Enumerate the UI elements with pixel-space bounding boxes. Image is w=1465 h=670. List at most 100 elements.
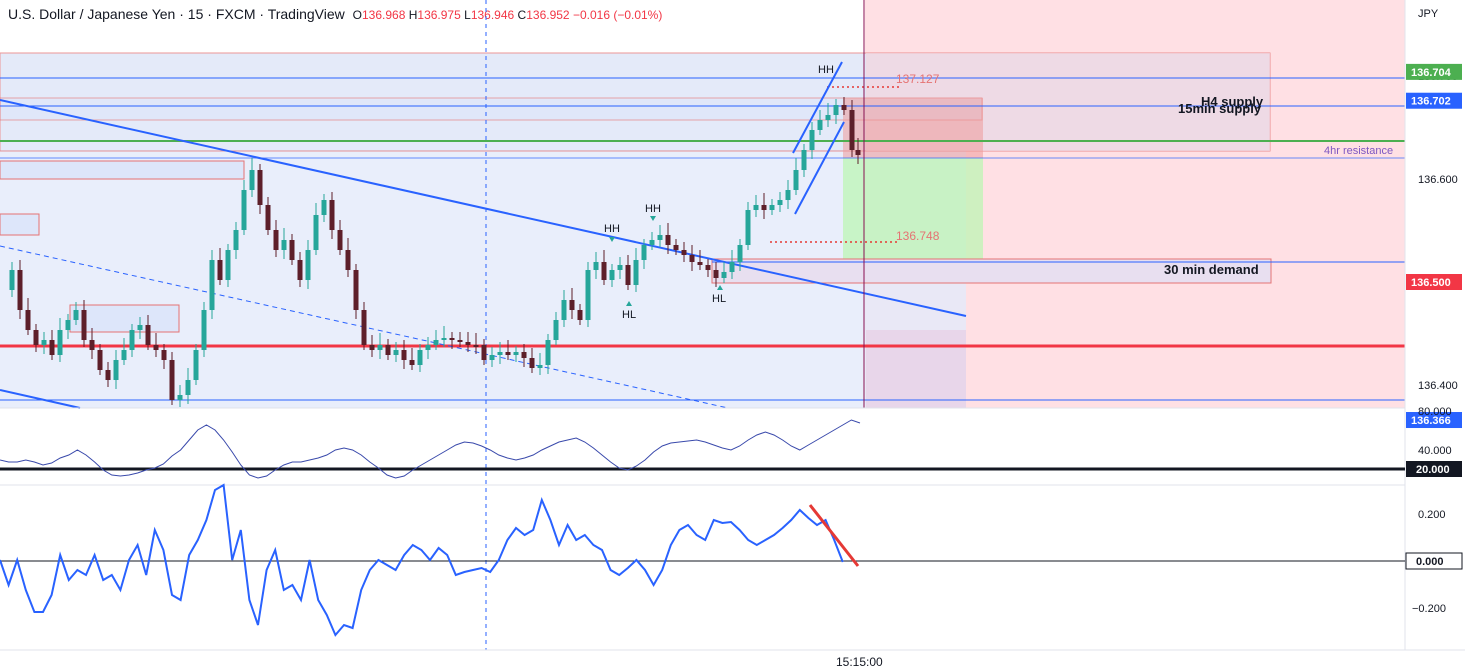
candle-body bbox=[97, 350, 103, 370]
candle-body bbox=[9, 270, 15, 290]
candle-body bbox=[553, 320, 559, 340]
candle-body bbox=[17, 270, 23, 310]
candle-body bbox=[265, 205, 271, 230]
candle-body bbox=[129, 330, 135, 350]
candle-body bbox=[521, 352, 527, 358]
price-tag-bg bbox=[1406, 412, 1462, 429]
candle-body bbox=[33, 330, 39, 345]
candle-body bbox=[689, 255, 695, 262]
osc1-tick-40: 40.000 bbox=[1418, 445, 1452, 457]
target-box[interactable] bbox=[843, 158, 983, 260]
candle-body bbox=[409, 360, 415, 365]
min30-demand-label: 30 min demand bbox=[1164, 262, 1259, 277]
osc2-divergence-line[interactable] bbox=[808, 504, 860, 567]
candle-body bbox=[697, 262, 703, 265]
change-value: −0.016 (−0.01%) bbox=[572, 8, 663, 22]
candle-body bbox=[73, 310, 79, 320]
candle-body bbox=[649, 240, 655, 245]
osc2-line bbox=[0, 483, 844, 637]
price-tag-bg bbox=[1406, 63, 1462, 80]
candle-body bbox=[809, 130, 815, 150]
candle-body bbox=[121, 350, 127, 360]
candle-body bbox=[225, 250, 231, 280]
candle-body bbox=[601, 262, 607, 280]
candle-body bbox=[833, 105, 839, 115]
candle-body bbox=[673, 245, 679, 250]
osc1-tick-80: 80.000 bbox=[1418, 406, 1452, 418]
candle-body bbox=[721, 272, 727, 278]
candle-body bbox=[633, 260, 639, 285]
ohlc-values: O136.968 H136.975 L136.946 C136.952 −0.0… bbox=[353, 8, 663, 22]
candle-body bbox=[617, 265, 623, 270]
high-value: 136.975 bbox=[417, 8, 461, 22]
candle-body bbox=[465, 342, 471, 345]
price-tag-bg bbox=[1406, 92, 1462, 109]
candle-body bbox=[457, 340, 463, 342]
candle-body bbox=[385, 345, 391, 355]
svg-text:HL: HL bbox=[712, 293, 726, 305]
candle-body bbox=[369, 345, 375, 350]
high-label: H bbox=[408, 8, 418, 22]
candle-body bbox=[577, 310, 583, 320]
candle-body bbox=[321, 200, 327, 215]
swing-label-hh-3: HH bbox=[818, 64, 834, 76]
candle-body bbox=[49, 340, 55, 355]
candle-body bbox=[473, 345, 479, 347]
candle-body bbox=[481, 345, 487, 360]
candle-body bbox=[41, 340, 47, 345]
candle-body bbox=[233, 230, 239, 250]
candle-body bbox=[377, 345, 383, 350]
channel-upper-line[interactable] bbox=[792, 61, 843, 154]
osc2-tick-pos: 0.200 bbox=[1418, 509, 1446, 521]
candle-body bbox=[713, 270, 719, 278]
candle-body bbox=[297, 260, 303, 280]
osc1-level-tag: 20.000 bbox=[1416, 464, 1450, 476]
channel-lower-line[interactable] bbox=[794, 121, 845, 215]
main-downtrend-line[interactable] bbox=[0, 99, 967, 317]
candle-body bbox=[569, 300, 575, 310]
price-tick: 136.600 bbox=[1418, 174, 1458, 186]
candlestick-series bbox=[9, 97, 861, 407]
candle-body bbox=[209, 260, 215, 310]
candle-body bbox=[145, 325, 151, 345]
min30-demand-zone bbox=[711, 258, 1272, 284]
osc1-level-tag-bg bbox=[1406, 461, 1462, 477]
candle-body bbox=[449, 338, 455, 340]
candle-body bbox=[57, 330, 63, 355]
candle-body bbox=[585, 270, 591, 320]
separator: · bbox=[179, 6, 184, 22]
h4-supply-label: H4 supply bbox=[1201, 94, 1264, 109]
candle-body bbox=[561, 300, 567, 320]
candle-body bbox=[729, 262, 735, 272]
risk-box[interactable] bbox=[843, 98, 983, 158]
candle-body bbox=[217, 260, 223, 280]
candle-body bbox=[545, 340, 551, 365]
candle-body bbox=[169, 360, 175, 400]
candle-body bbox=[185, 380, 191, 395]
lower-trend-line[interactable] bbox=[0, 389, 81, 409]
candle-body bbox=[745, 210, 751, 245]
data-source: FXCM bbox=[215, 6, 256, 22]
swing-label-hh-1: HH bbox=[604, 223, 620, 242]
candle-body bbox=[705, 265, 711, 270]
price-tag-bg bbox=[1406, 274, 1462, 290]
interval[interactable]: 15 bbox=[187, 6, 204, 22]
candle-body bbox=[257, 170, 263, 205]
swing-label-hl-1: HL bbox=[622, 301, 636, 321]
price-axis-ticks[interactable]: 136.400136.600136.700136.800136.900136.9… bbox=[1418, 0, 1458, 392]
candle-body bbox=[593, 262, 599, 270]
candle-body bbox=[273, 230, 279, 250]
candle-body bbox=[113, 360, 119, 380]
target-low-label: 136.748 bbox=[896, 229, 940, 243]
candle-body bbox=[489, 355, 495, 360]
symbol-name[interactable]: U.S. Dollar / Japanese Yen bbox=[8, 6, 176, 22]
svg-text:HH: HH bbox=[645, 203, 661, 215]
candle-body bbox=[849, 110, 855, 150]
candle-body bbox=[737, 245, 743, 262]
candle-body bbox=[425, 345, 431, 350]
candle-body bbox=[65, 320, 71, 330]
candle-body bbox=[289, 240, 295, 260]
osc1-line bbox=[0, 419, 861, 479]
time-axis-label[interactable]: 15:15:00 bbox=[836, 655, 883, 669]
